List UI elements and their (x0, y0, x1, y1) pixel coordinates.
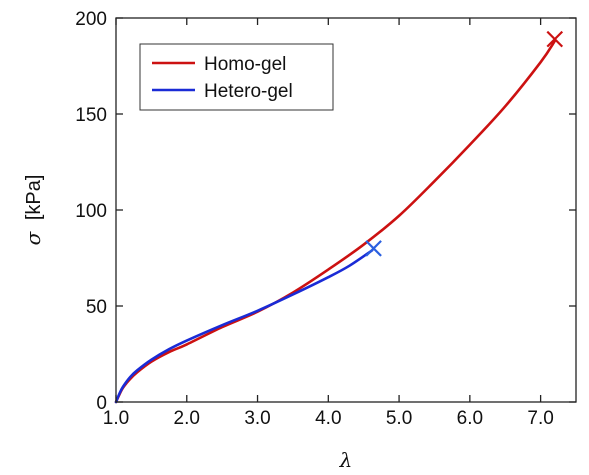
tick-labels-layer: 1.0 2.0 3.0 4.0 5.0 6.0 7.0 0 50 100 150 200 (75, 9, 554, 429)
y-tick-label: 200 (75, 9, 107, 30)
break-marker-stroke (546, 30, 564, 48)
break-markers-layer (365, 30, 564, 257)
legend-label-homo-gel: Homo-gel (204, 54, 286, 75)
break-marker-hetero-gel (365, 240, 382, 257)
x-tick-label: 7.0 (527, 408, 553, 429)
break-marker-stroke (365, 240, 382, 257)
x-tick-label: 1.0 (103, 408, 129, 429)
y-tick-label: 100 (75, 201, 107, 222)
curves-layer (114, 39, 557, 404)
y-tick-label: 150 (75, 105, 107, 126)
x-tick-label: 3.0 (244, 408, 270, 429)
x-axis-label: λ (339, 448, 353, 472)
legend-box (139, 43, 334, 111)
break-marker-homo-gel (546, 30, 564, 48)
y-axis-label: σ [kPa] (21, 175, 45, 246)
x-tick-label: 2.0 (174, 408, 200, 429)
x-tick-label: 5.0 (386, 408, 412, 429)
legend: Homo-gel Hetero-gel (139, 43, 334, 111)
x-tick-label: 6.0 (457, 408, 483, 429)
ticks-layer (115, 17, 576, 403)
y-tick-label: 0 (96, 393, 107, 414)
legend-label-hetero-gel: Hetero-gel (204, 81, 293, 102)
series-line-hetero-gel (114, 249, 374, 404)
x-tick-label: 4.0 (315, 408, 341, 429)
y-axis-symbol: σ (21, 230, 45, 245)
y-tick-label: 50 (86, 297, 107, 318)
y-axis-unit: [kPa] (23, 175, 45, 221)
